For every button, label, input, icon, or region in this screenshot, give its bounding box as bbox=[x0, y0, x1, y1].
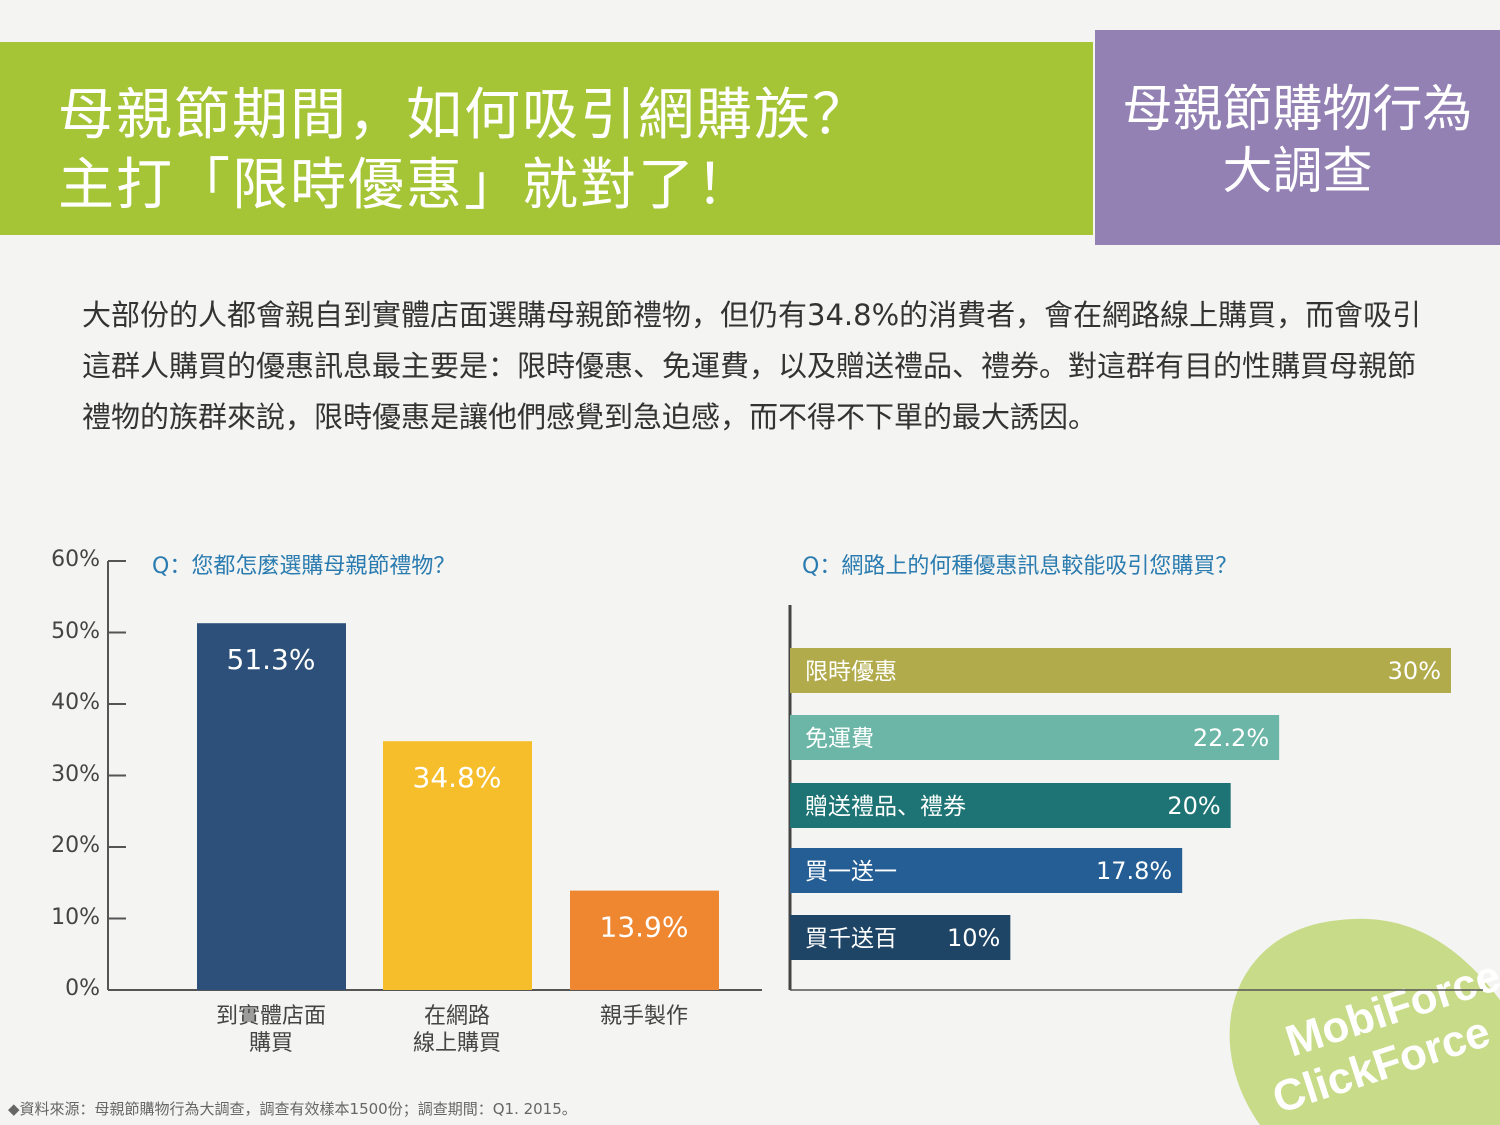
y-tick-label: 40% bbox=[51, 690, 100, 715]
bar bbox=[790, 648, 1451, 693]
y-tick-label: 10% bbox=[51, 904, 100, 930]
category-label: 買一送一 bbox=[805, 859, 897, 885]
bar-value-label: 51.3% bbox=[227, 643, 316, 676]
bar bbox=[790, 715, 1280, 760]
bar-value-label: 10% bbox=[947, 924, 1000, 952]
bar bbox=[790, 783, 1231, 828]
category-label: 買千送百 bbox=[805, 926, 897, 952]
bar-value-label: 30% bbox=[1388, 657, 1441, 685]
category-label: 限時優惠 bbox=[805, 659, 897, 685]
badge-line-2: 大調查 bbox=[1222, 142, 1373, 200]
bar bbox=[790, 848, 1183, 893]
bar bbox=[570, 890, 719, 990]
chart1-title: Q：您都怎麼選購母親節禮物？ bbox=[152, 554, 456, 579]
y-tick-label: 60% bbox=[51, 547, 100, 572]
bar-value-label: 20% bbox=[1167, 792, 1220, 820]
body-text: 大部份的人都會親自到實體店面選購母親節禮物，但仍有34.8%的消費者，會在網路線… bbox=[82, 298, 1422, 434]
category-label: 在網路 線上購買 bbox=[412, 1004, 501, 1056]
bar-value-label: 34.8% bbox=[413, 761, 502, 794]
title-line-1: 母親節期間，如何吸引網購族？ bbox=[58, 83, 870, 148]
header-banner: 母親節期間，如何吸引網購族？ 主打「限時優惠」就對了！ bbox=[0, 42, 1093, 235]
bar bbox=[197, 623, 346, 990]
bar bbox=[790, 915, 1011, 960]
bar-value-label: 13.9% bbox=[600, 911, 689, 944]
source-note: ◆資料來源：母親節購物行為大調查，調查有效樣本1500份；調查期間：Q1. 20… bbox=[8, 1100, 577, 1118]
title-line-2: 主打「限時優惠」就對了！ bbox=[58, 153, 754, 218]
bar-value-label: 17.8% bbox=[1096, 857, 1172, 885]
category-label: 到實體店面 購買 bbox=[215, 1004, 326, 1056]
y-tick-label: 30% bbox=[51, 761, 100, 787]
category-label: 免運費 bbox=[805, 726, 874, 752]
chart2-title: Q：網路上的何種優惠訊息較能吸引您購買？ bbox=[802, 554, 1238, 579]
y-tick-label: 50% bbox=[51, 618, 100, 644]
survey-badge: 母親節購物行為 大調查 bbox=[1095, 30, 1500, 245]
category-label: 贈送禮品、禮券 bbox=[805, 794, 966, 820]
badge-line-1: 母親節購物行為 bbox=[1122, 80, 1473, 138]
category-label: 親手製作 bbox=[599, 1004, 688, 1029]
y-tick-label: 20% bbox=[51, 833, 100, 858]
bar bbox=[383, 741, 532, 990]
bar-value-label: 22.2% bbox=[1193, 724, 1269, 752]
y-tick-label: 0% bbox=[65, 976, 100, 1001]
